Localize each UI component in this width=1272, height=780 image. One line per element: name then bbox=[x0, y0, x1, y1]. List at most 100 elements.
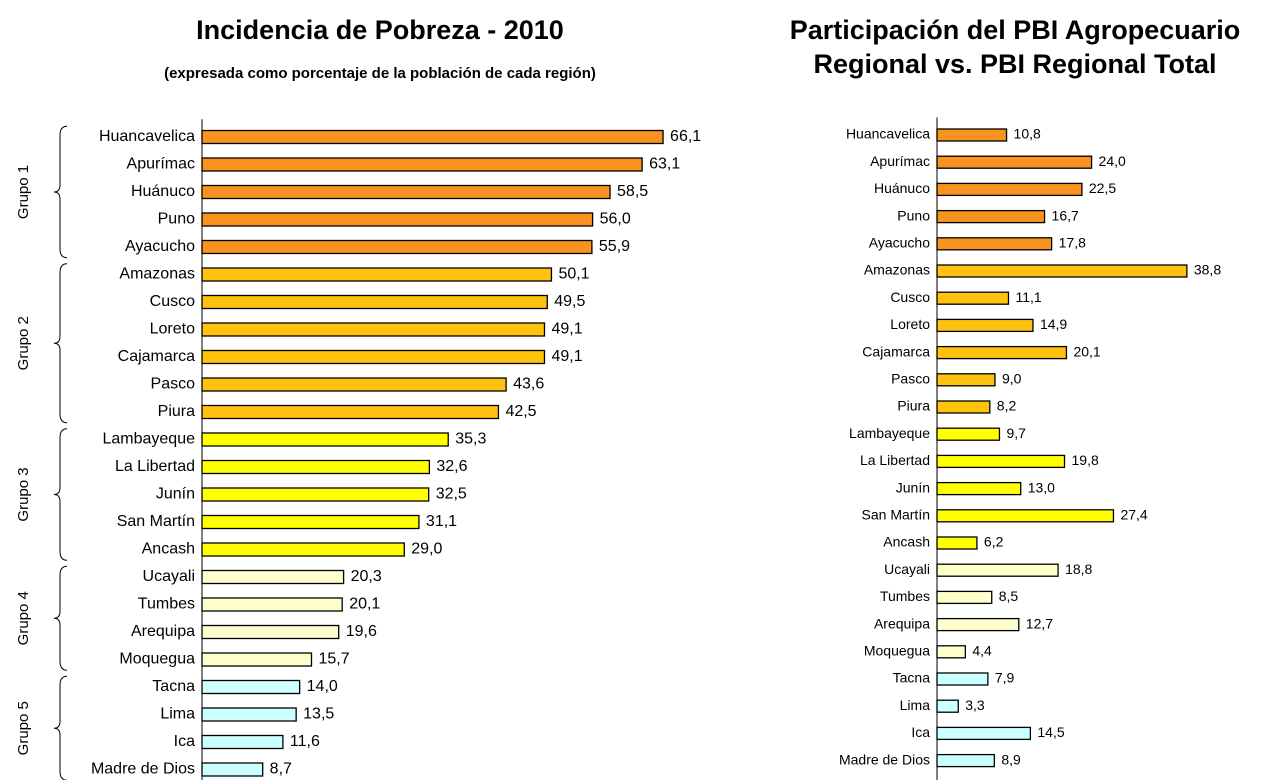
data-label: 14,9 bbox=[1040, 316, 1067, 332]
category-label: Loreto bbox=[890, 316, 930, 332]
category-label: Cusco bbox=[150, 293, 195, 310]
bar bbox=[936, 291, 1010, 305]
bar bbox=[936, 373, 996, 387]
data-label: 9,0 bbox=[1002, 371, 1022, 387]
data-label: 49,5 bbox=[554, 293, 585, 310]
data-label: 9,7 bbox=[1006, 425, 1026, 441]
category-label: Arequipa bbox=[131, 623, 195, 640]
category-label: Lambayeque bbox=[849, 425, 930, 441]
bar bbox=[201, 157, 643, 172]
bar bbox=[936, 237, 1053, 251]
bar bbox=[201, 184, 611, 200]
bar bbox=[936, 590, 993, 605]
category-label: Moquegua bbox=[864, 643, 930, 659]
group-label: Grupo 3 bbox=[15, 467, 32, 521]
data-label: 8,5 bbox=[999, 588, 1019, 604]
category-label: Cajamarca bbox=[862, 343, 930, 359]
group-brace bbox=[53, 125, 68, 259]
bar bbox=[936, 454, 1066, 469]
category-label: Pasco bbox=[151, 376, 196, 393]
bar bbox=[936, 726, 1032, 741]
data-label: 49,1 bbox=[551, 321, 582, 338]
data-label: 16,7 bbox=[1052, 207, 1079, 223]
category-label: Tacna bbox=[152, 678, 195, 695]
data-label: 3,3 bbox=[965, 697, 985, 713]
data-label: 55,9 bbox=[599, 238, 630, 255]
bar bbox=[936, 209, 1046, 224]
category-label: Madre de Dios bbox=[91, 761, 195, 778]
data-label: 24,0 bbox=[1099, 153, 1126, 169]
category-label: Cajamarca bbox=[118, 348, 195, 365]
data-label: 10,8 bbox=[1014, 126, 1041, 142]
data-label: 12,7 bbox=[1026, 615, 1053, 631]
category-label: Ucayali bbox=[143, 568, 195, 585]
data-label: 38,8 bbox=[1194, 262, 1221, 278]
data-label: 49,1 bbox=[551, 348, 582, 365]
category-label: Tacna bbox=[893, 670, 931, 686]
data-label: 15,7 bbox=[319, 651, 350, 668]
data-label: 19,6 bbox=[346, 623, 377, 640]
chart-title: Regional vs. PBI Regional Total bbox=[813, 49, 1216, 79]
data-label: 4,4 bbox=[972, 643, 992, 659]
group-label: Grupo 4 bbox=[15, 591, 32, 645]
data-label: 8,7 bbox=[270, 761, 292, 778]
category-label: Moquegua bbox=[119, 651, 195, 668]
group-brace bbox=[53, 263, 68, 424]
chart-title: Participación del PBI Agropecuario bbox=[790, 15, 1241, 45]
category-label: Lima bbox=[900, 697, 931, 713]
data-label: 20,3 bbox=[351, 568, 382, 585]
bar bbox=[201, 349, 546, 365]
category-label: Ayacucho bbox=[869, 235, 930, 251]
data-label: 6,2 bbox=[984, 534, 1004, 550]
group-label: Grupo 1 bbox=[15, 165, 32, 219]
bar bbox=[201, 267, 553, 282]
category-label: Piura bbox=[158, 403, 195, 420]
category-label: Ica bbox=[911, 724, 930, 740]
data-label: 11,1 bbox=[1015, 289, 1041, 305]
category-label: San Martín bbox=[862, 507, 930, 523]
data-label: 43,6 bbox=[513, 376, 544, 393]
bar bbox=[936, 345, 1068, 360]
bar bbox=[936, 427, 1001, 441]
data-label: 14,0 bbox=[307, 678, 338, 695]
data-label: 29,0 bbox=[411, 541, 442, 558]
bar bbox=[936, 645, 966, 659]
data-label: 22,5 bbox=[1089, 180, 1116, 196]
category-label: Apurímac bbox=[127, 156, 195, 173]
category-label: Puno bbox=[897, 207, 930, 223]
bar bbox=[201, 514, 420, 530]
data-label: 56,0 bbox=[600, 211, 631, 228]
category-label: Junín bbox=[896, 479, 930, 495]
group-brace bbox=[53, 675, 68, 780]
bar bbox=[201, 542, 405, 557]
bar bbox=[201, 762, 264, 777]
data-label: 66,1 bbox=[670, 128, 701, 145]
category-label: La Libertad bbox=[115, 458, 195, 475]
data-label: 13,5 bbox=[303, 706, 334, 723]
category-label: Ayacucho bbox=[125, 238, 195, 255]
bar bbox=[201, 432, 449, 447]
data-label: 13,0 bbox=[1028, 479, 1055, 495]
category-label: Arequipa bbox=[874, 615, 930, 631]
category-label: Huánuco bbox=[874, 180, 930, 196]
category-label: Tumbes bbox=[880, 588, 930, 604]
data-label: 11,6 bbox=[290, 733, 320, 750]
bar bbox=[201, 322, 546, 337]
group-label: Grupo 2 bbox=[15, 316, 32, 370]
bar bbox=[936, 400, 991, 414]
data-label: 58,5 bbox=[617, 183, 648, 200]
data-label: 17,8 bbox=[1059, 235, 1086, 251]
data-label: 7,9 bbox=[995, 670, 1015, 686]
data-label: 42,5 bbox=[505, 403, 536, 420]
bar bbox=[936, 617, 1020, 632]
category-label: San Martín bbox=[117, 513, 195, 530]
group-brace bbox=[53, 565, 68, 671]
bar bbox=[201, 377, 507, 392]
data-label: 14,5 bbox=[1037, 724, 1064, 740]
category-label: Piura bbox=[897, 398, 930, 414]
bar bbox=[936, 182, 1083, 197]
category-label: Pasco bbox=[891, 371, 930, 387]
category-label: Madre de Dios bbox=[839, 751, 930, 767]
category-label: Lambayeque bbox=[102, 431, 195, 448]
